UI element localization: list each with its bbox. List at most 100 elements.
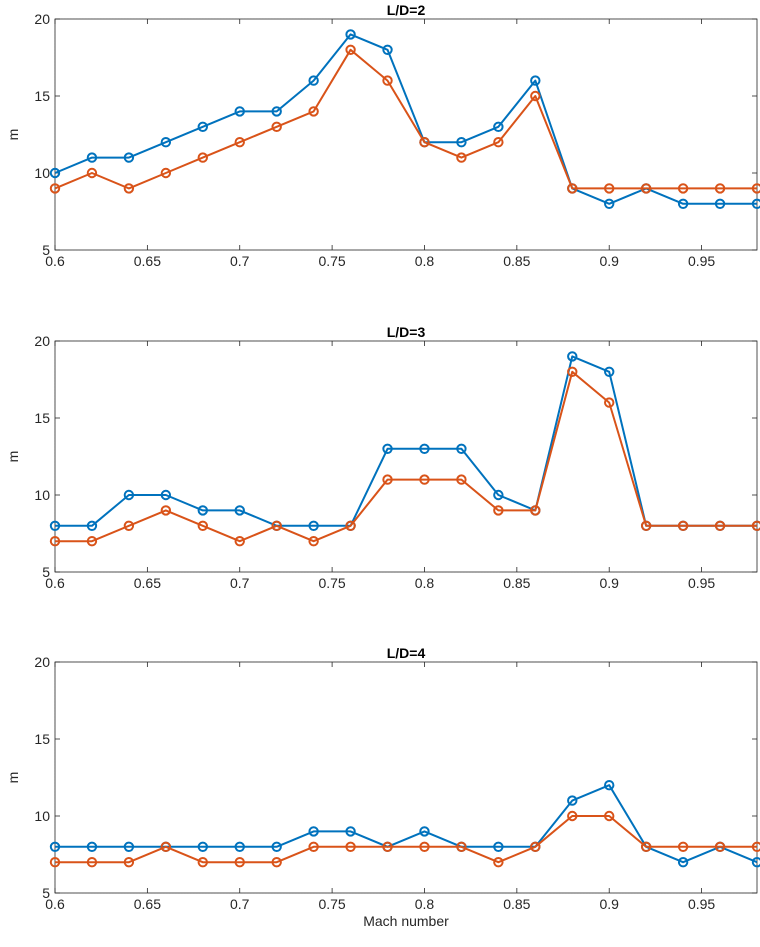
- data-point: [123, 152, 135, 163]
- data-point: [308, 841, 319, 852]
- data-point: [271, 106, 282, 117]
- data-point: [234, 841, 245, 852]
- data-point: [751, 198, 760, 209]
- x-tick-label: 0.9: [599, 896, 619, 912]
- data-point: [382, 75, 393, 86]
- series-line: [55, 355, 757, 527]
- y-tick-label: 5: [42, 564, 50, 580]
- data-point: [604, 810, 615, 822]
- series-2: [49, 44, 760, 194]
- data-point: [123, 489, 135, 501]
- data-point: [160, 841, 172, 852]
- data-point: [197, 520, 208, 531]
- series-2: [49, 810, 760, 868]
- data-point: [345, 44, 356, 55]
- x-tick-label: 0.75: [318, 896, 345, 912]
- y-tick-label: 5: [42, 885, 50, 901]
- data-point: [271, 857, 282, 868]
- data-point: [123, 520, 135, 531]
- data-point: [530, 75, 541, 86]
- data-point: [308, 826, 319, 837]
- data-point: [751, 183, 760, 194]
- x-tick-label: 0.85: [503, 575, 530, 591]
- data-point: [677, 520, 689, 531]
- x-tick-label: 0.75: [318, 575, 345, 591]
- axes-frame: [54, 340, 758, 573]
- axes-frame: [54, 661, 758, 894]
- x-tick-label: 0.75: [318, 253, 345, 269]
- data-point: [456, 474, 467, 485]
- subplot-title: L/D=2: [387, 2, 426, 18]
- y-tick-label: 15: [34, 731, 50, 747]
- data-point: [640, 520, 652, 531]
- data-point: [86, 152, 98, 163]
- data-point: [308, 106, 319, 117]
- data-point: [345, 841, 356, 852]
- data-point: [234, 106, 245, 117]
- data-point: [49, 857, 61, 868]
- data-point: [86, 857, 98, 868]
- y-tick-label: 20: [34, 333, 50, 349]
- data-point: [714, 520, 726, 531]
- y-tick-label: 15: [34, 410, 50, 426]
- data-point: [160, 489, 172, 501]
- data-point: [234, 536, 245, 547]
- x-tick-label: 0.65: [134, 575, 161, 591]
- data-point: [714, 841, 726, 852]
- y-tick-label: 10: [34, 165, 50, 181]
- series-line: [55, 815, 757, 864]
- x-tick-label: 0.7: [230, 896, 250, 912]
- data-point: [419, 137, 430, 148]
- data-point: [604, 366, 615, 377]
- data-point: [160, 167, 172, 179]
- data-point: [640, 841, 652, 852]
- x-tick-label: 0.6: [45, 575, 65, 591]
- data-point: [604, 183, 615, 194]
- x-tick-label: 0.95: [688, 896, 715, 912]
- data-point: [530, 90, 541, 102]
- series-line: [54, 33, 757, 205]
- x-tick-label: 0.85: [503, 253, 530, 269]
- data-point: [345, 520, 356, 531]
- data-point: [714, 198, 726, 210]
- data-point: [308, 520, 319, 531]
- data-point: [677, 183, 689, 194]
- data-point: [604, 780, 615, 791]
- data-point: [86, 520, 98, 531]
- data-point: [567, 351, 578, 362]
- data-point: [308, 75, 319, 86]
- x-axis-label: Mach number: [363, 913, 449, 929]
- x-tick-label: 0.6: [45, 253, 65, 269]
- data-point: [234, 505, 245, 516]
- x-tick-label: 0.7: [230, 575, 250, 591]
- data-point: [234, 137, 245, 148]
- data-point: [86, 536, 98, 547]
- data-point: [382, 841, 393, 852]
- data-point: [197, 505, 208, 516]
- data-point: [677, 857, 689, 868]
- x-tick-label: 0.95: [688, 253, 715, 269]
- data-point: [197, 152, 208, 163]
- data-point: [419, 826, 430, 837]
- data-point: [493, 489, 504, 501]
- data-point: [456, 841, 467, 852]
- data-point: [86, 167, 98, 179]
- data-point: [493, 121, 504, 133]
- data-point: [197, 121, 208, 133]
- axes-frame: [54, 18, 758, 251]
- x-tick-label: 0.7: [230, 253, 250, 269]
- data-point: [493, 857, 504, 868]
- data-point: [493, 137, 504, 148]
- x-tick-label: 0.6: [45, 896, 65, 912]
- data-point: [382, 474, 393, 485]
- data-point: [197, 841, 208, 852]
- y-tick-label: 20: [34, 11, 50, 27]
- y-tick-label: 5: [42, 242, 50, 258]
- data-point: [530, 841, 541, 852]
- x-tick-label: 0.65: [134, 253, 161, 269]
- series-line: [55, 370, 757, 543]
- data-point: [493, 841, 504, 852]
- data-point: [456, 137, 467, 148]
- data-point: [49, 183, 61, 194]
- x-tick-label: 0.8: [415, 575, 435, 591]
